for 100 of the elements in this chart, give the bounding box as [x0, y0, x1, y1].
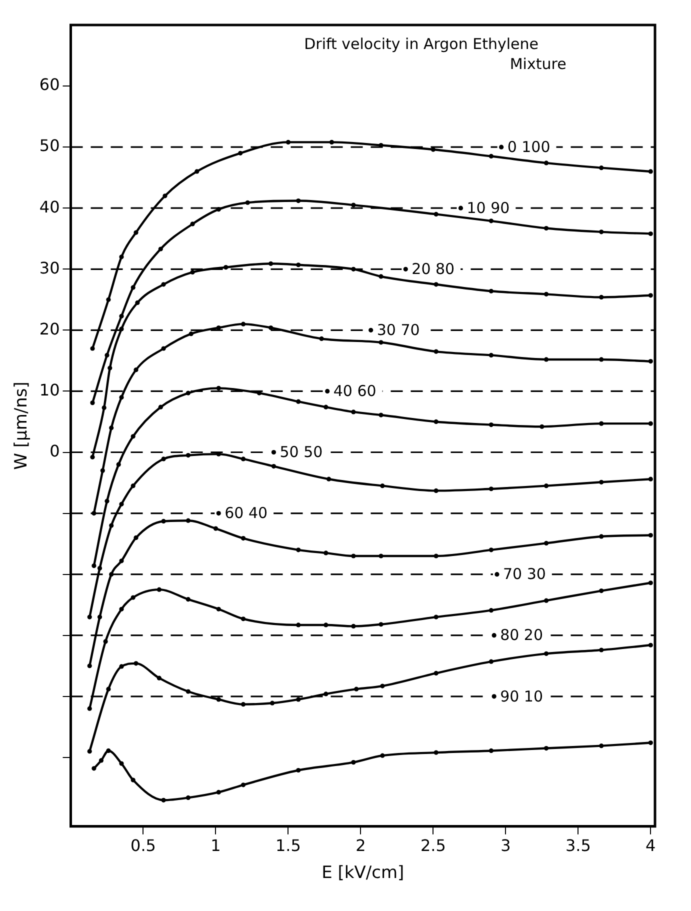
point [296, 768, 301, 773]
point [599, 421, 604, 426]
point [648, 642, 653, 648]
x-tick-label: 4 [646, 836, 656, 856]
point [599, 588, 604, 594]
point [648, 359, 653, 364]
point [319, 336, 324, 342]
point [109, 426, 114, 430]
point [119, 761, 124, 766]
point [434, 670, 438, 676]
point [158, 404, 163, 410]
point [488, 486, 494, 492]
annotation: 50 50 [280, 443, 323, 462]
point [544, 160, 549, 166]
point [245, 200, 250, 205]
point [434, 750, 438, 755]
point [351, 554, 356, 558]
point [98, 758, 104, 763]
y-tick-label: 0 [50, 441, 60, 460]
point [161, 282, 166, 287]
point [90, 346, 95, 351]
y-tick-label: 40 [39, 197, 60, 216]
point [378, 340, 384, 345]
point [119, 395, 124, 400]
point [488, 659, 494, 664]
annotation: 90 10 [500, 687, 544, 706]
point [216, 697, 221, 702]
point [434, 212, 438, 217]
x-tick-label: 1.5 [275, 836, 301, 856]
point [296, 262, 301, 268]
x-axis-title: E [kV/cm] [322, 863, 404, 884]
point [100, 468, 105, 473]
point [130, 484, 136, 488]
point [488, 422, 494, 428]
point [106, 686, 111, 692]
point [186, 453, 190, 458]
point [380, 484, 385, 488]
point [599, 357, 604, 362]
point [270, 700, 275, 706]
point [296, 548, 301, 552]
point [158, 246, 163, 252]
annotation: 80 20 [500, 626, 544, 644]
point [104, 352, 110, 358]
point [161, 518, 166, 524]
point [134, 368, 138, 372]
point [90, 400, 95, 406]
point [87, 706, 92, 711]
x-tick-label: 3.5 [565, 836, 591, 856]
point [648, 532, 653, 538]
point [240, 322, 246, 326]
y-tick-label: 60 [39, 75, 60, 94]
point [434, 488, 438, 494]
point [488, 748, 494, 754]
point [134, 535, 138, 540]
point [599, 230, 604, 234]
point [599, 534, 604, 539]
point [106, 297, 111, 302]
point [380, 753, 385, 758]
point [109, 523, 114, 528]
point [648, 421, 653, 426]
point [119, 558, 124, 564]
point [90, 454, 95, 460]
point [134, 661, 138, 666]
point [351, 410, 356, 414]
point [102, 405, 106, 410]
point [378, 274, 384, 279]
x-tick-label: 3 [500, 836, 511, 856]
point [351, 266, 356, 272]
point [540, 424, 544, 429]
point [544, 651, 549, 656]
point [434, 554, 438, 558]
point [119, 664, 124, 669]
point [544, 540, 549, 546]
point [599, 166, 604, 170]
point [240, 782, 246, 788]
point [599, 744, 604, 748]
point [119, 326, 124, 332]
point [271, 464, 276, 469]
point [92, 766, 96, 771]
point [216, 207, 221, 212]
point [135, 300, 140, 306]
point [324, 550, 328, 556]
point [268, 325, 274, 330]
annotation: 40 60 [333, 382, 376, 400]
point [87, 664, 92, 668]
point [156, 587, 162, 592]
point [92, 563, 96, 568]
point [109, 572, 114, 577]
point [238, 150, 243, 156]
point [648, 293, 653, 298]
point [599, 648, 604, 652]
point [544, 746, 549, 751]
annotation: 70 30 [502, 565, 546, 584]
point [156, 676, 162, 680]
y-tick-label: 20 [39, 319, 60, 338]
point [240, 456, 246, 462]
y-tick-label: 10 [39, 380, 60, 400]
point [103, 639, 108, 644]
point [97, 614, 102, 620]
point [488, 548, 494, 552]
